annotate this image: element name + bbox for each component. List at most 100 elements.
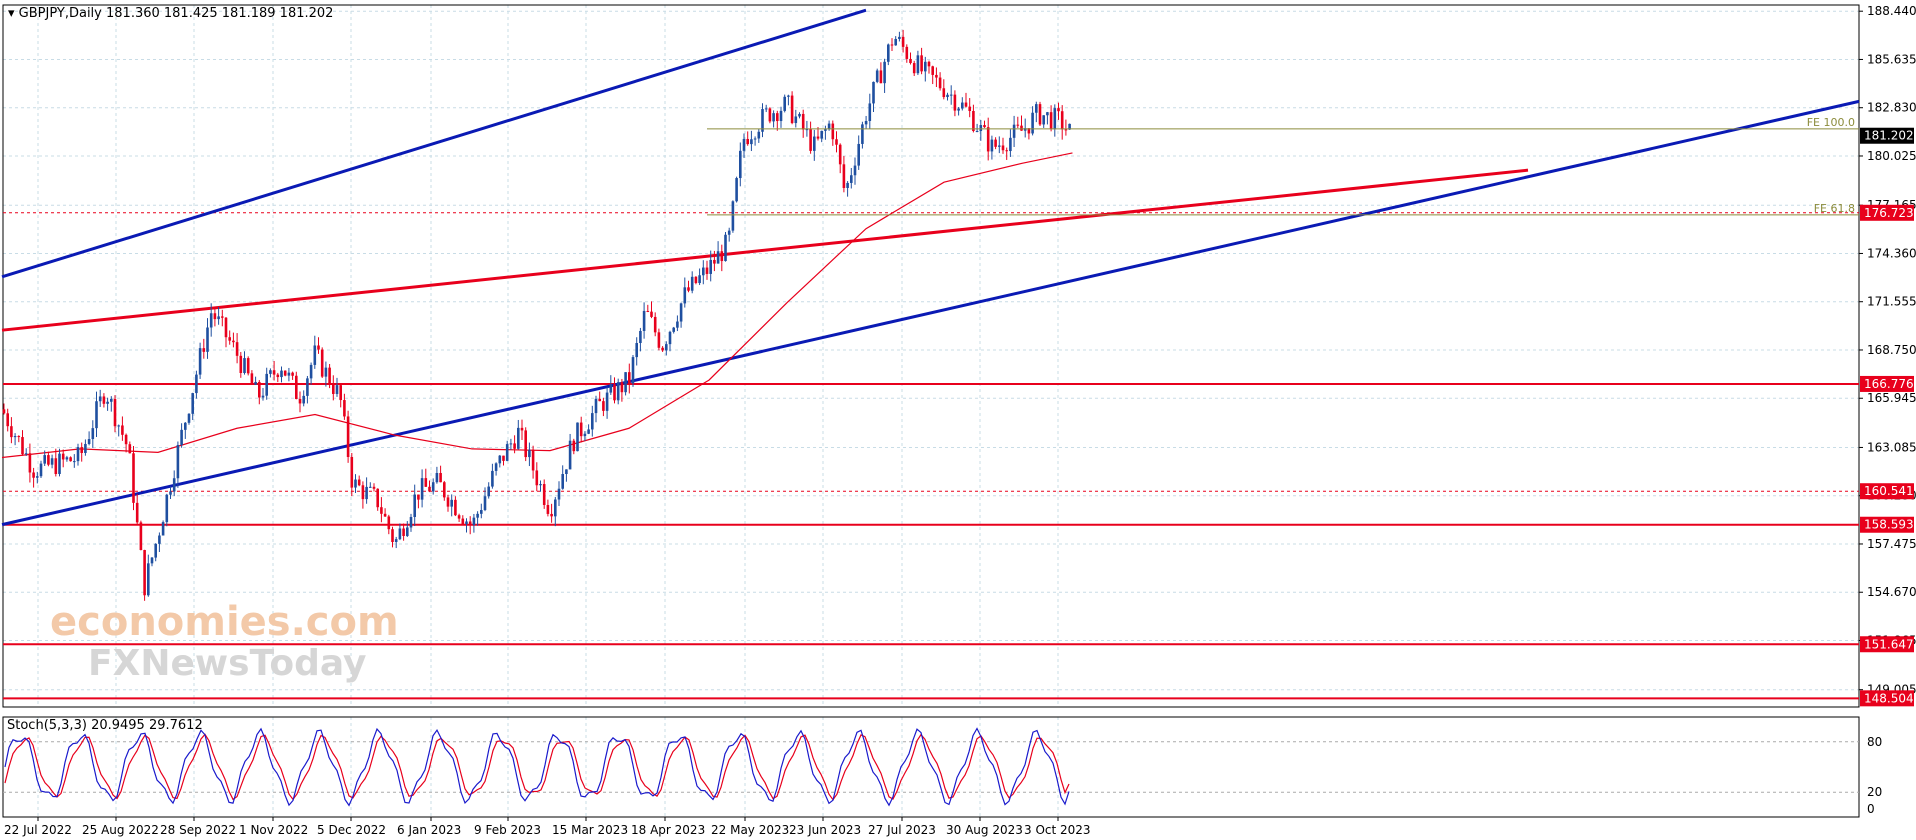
candle-body (246, 358, 250, 374)
candle-body (110, 398, 113, 402)
candle-body (731, 201, 735, 231)
candle-body (942, 88, 946, 98)
price-marker-label: 160.541 (1864, 484, 1914, 498)
candle-body (343, 400, 346, 417)
candle-body (158, 535, 161, 544)
candle-body (169, 491, 172, 495)
candle-body (272, 370, 276, 375)
candle-body (372, 486, 376, 489)
candle-body (98, 396, 102, 402)
candle-body (850, 175, 853, 183)
x-tick-label: 22 May 2023 (711, 823, 789, 837)
candle-body (746, 138, 749, 145)
candle-body (47, 455, 50, 465)
candle-body (816, 136, 820, 139)
candle-body (742, 138, 746, 151)
candle-body (764, 108, 768, 110)
candle-body (17, 436, 21, 438)
candle-body (487, 486, 490, 497)
candle-body (668, 331, 672, 345)
y-tick-label: 168.750 (1867, 343, 1916, 357)
candle-body (898, 36, 901, 39)
candle-body (73, 461, 76, 463)
candle-body (986, 127, 990, 152)
stoch-header: Stoch(5,3,3) 20.9495 29.7612 (7, 718, 203, 733)
candle-body (602, 401, 605, 411)
x-tick-label: 28 Sep 2022 (160, 823, 236, 837)
candle-body (531, 449, 535, 471)
candle-body (320, 349, 324, 377)
candle-body (58, 453, 61, 474)
candle-body (539, 484, 542, 486)
candle-body (417, 494, 420, 500)
candle-body (1035, 104, 1038, 113)
candle-body (705, 267, 709, 274)
candle-body (983, 125, 986, 128)
y-tick-label: 154.670 (1867, 585, 1916, 599)
candle-body (661, 347, 664, 351)
candle-body (454, 499, 457, 516)
candle-body (420, 478, 424, 500)
candle-body (76, 447, 80, 462)
candle-body (1005, 150, 1008, 152)
candle-body (1009, 137, 1012, 152)
candle-body (665, 344, 668, 351)
candle-body (239, 355, 243, 373)
candle-body (221, 316, 224, 318)
price-marker-label: 158.593 (1864, 518, 1914, 532)
watermark-logo-line1: economies.com (50, 599, 399, 645)
candle-body (520, 427, 524, 431)
candle-body (65, 457, 69, 460)
candle-body (653, 316, 657, 333)
candle-body (276, 374, 280, 378)
price-marker-box (1860, 375, 1914, 392)
candle-body (232, 340, 235, 343)
candle-body (39, 463, 43, 477)
candle-body (376, 488, 379, 508)
candle-body (180, 429, 183, 445)
candle-body (790, 95, 794, 124)
candle-body (354, 479, 357, 488)
candle-body (154, 543, 157, 558)
candle-body (650, 311, 653, 317)
candle-body (161, 522, 165, 536)
candle-body (994, 139, 997, 147)
candle-body (254, 381, 257, 385)
candle-body (968, 106, 971, 111)
y-tick-label: 171.555 (1867, 295, 1916, 309)
x-tick-label: 6 Jan 2023 (397, 823, 461, 837)
candle-body (690, 276, 694, 291)
candle-body (698, 275, 701, 284)
candle-body (657, 332, 661, 348)
candle-body (572, 440, 576, 452)
candle-body (583, 433, 587, 437)
candle-body (735, 178, 738, 202)
candle-body (457, 515, 461, 519)
symbol-label: GBPJPY,Daily (18, 6, 102, 21)
candle-body (824, 129, 827, 131)
stoch-panel-frame (2, 716, 1860, 818)
price-marker-label: 148.504 (1864, 691, 1914, 705)
candle-body (1057, 108, 1060, 112)
stoch-main-line (4, 727, 1070, 807)
candle-body (332, 384, 335, 394)
candle-body (398, 528, 402, 540)
candle-body (295, 375, 298, 400)
candle-body (1020, 125, 1023, 131)
candle-body (472, 517, 476, 526)
candle-body (894, 38, 897, 46)
candle-body (391, 529, 394, 543)
candle-body (435, 472, 439, 483)
stochastic-panel (3, 727, 1859, 807)
candle-body (202, 348, 206, 352)
candle-body (598, 398, 601, 402)
y-tick-label: 157.475 (1867, 537, 1916, 551)
candle-body (694, 276, 698, 284)
candle-body (502, 455, 505, 461)
candle-body (787, 95, 790, 97)
candle-body (909, 58, 912, 64)
candle-body (513, 443, 516, 449)
candle-body (491, 470, 494, 487)
x-tick-label: 15 Mar 2023 (552, 823, 628, 837)
